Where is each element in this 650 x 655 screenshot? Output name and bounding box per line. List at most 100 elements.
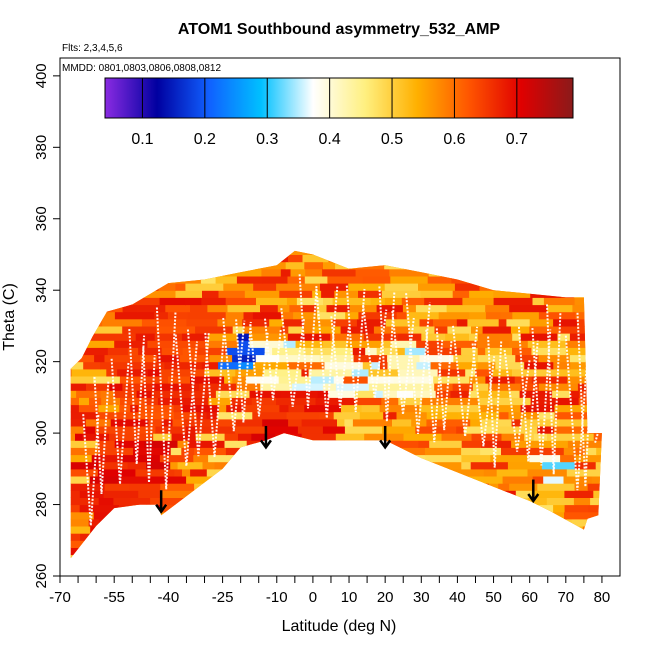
heatmap-cell: [103, 290, 115, 298]
y-tick-label: 400: [33, 63, 50, 88]
heatmap-cell: [559, 325, 586, 334]
heatmap-cell: [428, 268, 451, 277]
heatmap-cell: [118, 433, 154, 441]
heatmap-cell: [537, 426, 555, 434]
heatmap-cell: [282, 483, 308, 491]
heatmap-cell: [198, 526, 220, 534]
heatmap-cell: [275, 562, 289, 570]
heatmap-cell: [86, 383, 111, 391]
heatmap-cell: [117, 368, 149, 377]
heatmap-cell: [289, 497, 316, 506]
heatmap-cell: [303, 318, 317, 327]
heatmap-cell: [469, 375, 486, 384]
down-arrow-head: [259, 439, 272, 450]
heatmap-cell: [208, 454, 248, 463]
heatmap-cell: [306, 483, 326, 491]
flight-track-segment: [425, 329, 444, 443]
down-arrow-head: [379, 439, 392, 450]
heatmap-cell: [120, 476, 150, 484]
heatmap-cell: [278, 375, 312, 384]
heatmap-cell: [573, 497, 591, 506]
heatmap-cell: [574, 483, 589, 491]
heatmap-cell: [604, 469, 635, 477]
heatmap-cell: [352, 418, 393, 427]
heatmap-cell: [70, 347, 77, 356]
heatmap-cell: [321, 511, 343, 520]
heatmap-cell: [522, 533, 562, 541]
heatmap-cell: [154, 318, 187, 327]
heatmap-cell: [418, 440, 430, 448]
heatmap-cell: [70, 275, 75, 284]
heatmap-cell: [227, 304, 261, 313]
heatmap-cell: [553, 526, 567, 534]
heatmap-cell: [120, 268, 152, 277]
heatmap-cell: [246, 483, 284, 491]
heatmap-cell: [113, 261, 143, 270]
heatmap-cell: [567, 375, 599, 384]
heatmap-cell: [238, 340, 251, 348]
heatmap-cell: [83, 268, 121, 277]
chart-title: ATOM1 Southbound asymmetry_532_AMP: [178, 21, 500, 38]
heatmap-cell: [349, 518, 389, 527]
x-tick-label: 40: [449, 589, 466, 606]
heatmap-cell: [89, 340, 115, 348]
heatmap-cell: [418, 504, 450, 513]
heatmap-cell: [543, 297, 576, 306]
heatmap-cell: [94, 354, 105, 363]
heatmap-cell: [594, 318, 602, 327]
flight-track-segment: [249, 324, 269, 417]
heatmap-cell: [382, 340, 393, 348]
heatmap-cell: [338, 468, 365, 477]
heatmap-cell: [283, 340, 297, 348]
heatmap-cell: [594, 418, 602, 427]
heatmap-cell: [480, 447, 502, 456]
heatmap-cell: [165, 304, 191, 313]
heatmap-cell: [441, 433, 473, 441]
heatmap-cell: [237, 361, 254, 370]
heatmap-cell: [77, 311, 116, 320]
heatmap-cell: [444, 540, 458, 548]
heatmap-cell: [400, 504, 412, 513]
heatmap-cell: [529, 325, 561, 334]
x-tick-label: 30: [413, 589, 430, 606]
heatmap-cell: [393, 375, 434, 384]
heatmap-cell: [72, 283, 110, 291]
heatmap-cell: [215, 390, 251, 398]
x-tick-label: -25: [212, 589, 234, 606]
heatmap-cell: [446, 404, 481, 413]
y-axis-label: Theta (C): [1, 283, 18, 351]
heatmap-cell: [332, 347, 354, 356]
heatmap-cell: [252, 411, 288, 420]
heatmap-cell: [200, 275, 217, 284]
heatmap-cell: [174, 411, 198, 420]
heatmap-cell: [201, 361, 219, 370]
heatmap-cell: [332, 297, 372, 306]
heatmap-cell: [290, 511, 323, 520]
heatmap-cell: [470, 418, 482, 427]
heatmap-cell: [482, 547, 497, 556]
heatmap-cell: [379, 404, 392, 413]
heatmap-cell: [389, 268, 430, 277]
heatmap-cell: [126, 562, 153, 570]
heatmap-cell: [137, 275, 167, 284]
heatmap-cell: [293, 311, 318, 320]
heatmap-cell: [574, 540, 602, 548]
heatmap-cell: [461, 454, 491, 463]
heatmap-cell: [348, 283, 386, 291]
heatmap-cell: [93, 511, 119, 520]
heatmap-cell: [305, 268, 323, 277]
heatmap-cell: [478, 354, 516, 363]
heatmap-cell: [424, 297, 463, 306]
heatmap-cell: [264, 490, 296, 498]
heatmap-cell: [529, 318, 554, 327]
colorbar-tick-label: 0.5: [381, 131, 403, 148]
heatmap-cell: [79, 504, 94, 513]
heatmap-cell: [355, 540, 387, 548]
heatmap-cell: [156, 325, 196, 334]
heatmap-cell: [445, 333, 470, 341]
heatmap-cell: [98, 497, 114, 506]
heatmap-cell: [523, 268, 532, 277]
heatmap-cell: [146, 461, 171, 470]
heatmap-cell: [390, 404, 420, 413]
heatmap-cell: [140, 354, 159, 363]
